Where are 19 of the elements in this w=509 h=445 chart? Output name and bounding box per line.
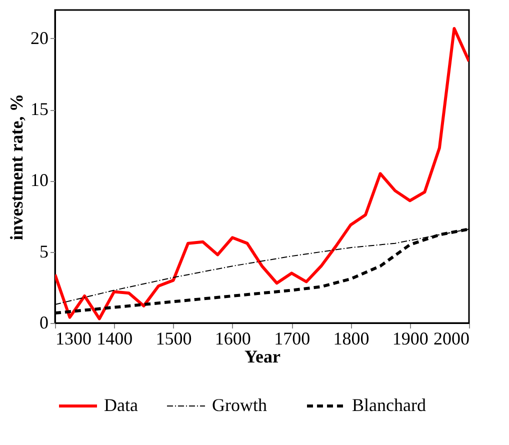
x-tick-label: 1900	[392, 328, 428, 348]
line-series	[55, 26, 469, 320]
x-axis-title: Year	[244, 346, 280, 366]
x-tick-label: 2000	[434, 328, 470, 348]
x-tick-label: 1300	[56, 328, 92, 348]
y-axis-title: investment rate, %	[6, 94, 26, 240]
x-tick-label: 1800	[333, 328, 370, 348]
x-tick-label: 1500	[156, 328, 192, 348]
y-tick-label: 5	[40, 241, 48, 262]
legend-label: Data	[104, 395, 138, 415]
y-tick-label: 0	[40, 312, 48, 332]
legend-label: Blanchard	[352, 395, 426, 415]
x-tick-label: 1400	[96, 328, 133, 348]
y-tick-label: 15	[30, 99, 48, 120]
y-tick-label: 10	[30, 170, 48, 190]
x-tick-label: 1600	[214, 328, 251, 348]
y-tick-label: 20	[30, 28, 48, 48]
x-tick-label: 1700	[274, 328, 310, 348]
legend-label: Growth	[212, 395, 267, 415]
